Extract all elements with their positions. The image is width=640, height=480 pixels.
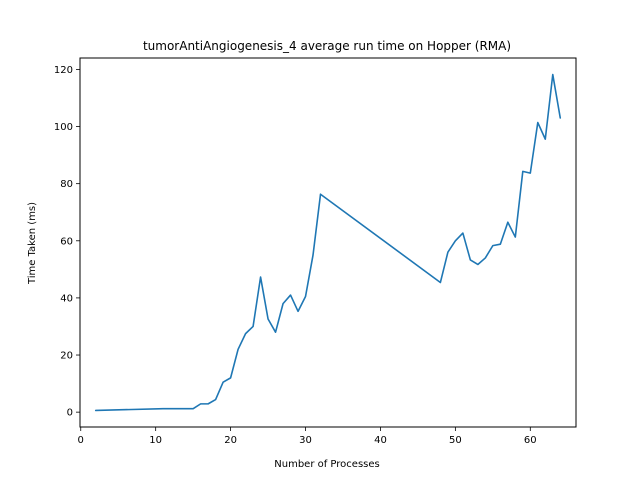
series-line xyxy=(94,73,562,412)
chart-title: tumorAntiAngiogenesis_4 average run time… xyxy=(143,39,511,53)
y-tick-label: 120 xyxy=(54,65,73,76)
y-axis: 0 20 40 60 80 100 120 xyxy=(54,65,80,419)
x-tick-label: 20 xyxy=(224,435,237,446)
x-tick-label: 50 xyxy=(449,435,462,446)
x-tick-label: 60 xyxy=(524,435,537,446)
x-tick-label: 30 xyxy=(299,435,312,446)
y-axis-label: Time Taken (ms) xyxy=(27,202,38,285)
y-tick-label: 80 xyxy=(60,179,73,190)
x-tick-label: 0 xyxy=(78,435,84,446)
y-tick-label: 100 xyxy=(54,122,73,133)
x-axis-label: Number of Processes xyxy=(274,459,379,470)
y-tick-label: 0 xyxy=(67,408,73,419)
x-axis: 0 10 20 30 40 50 60 xyxy=(78,427,537,446)
y-tick-label: 40 xyxy=(60,293,73,304)
x-tick-label: 40 xyxy=(374,435,387,446)
x-tick-label: 10 xyxy=(149,435,162,446)
y-tick-label: 60 xyxy=(60,236,73,247)
axes-frame xyxy=(79,57,577,428)
y-tick-label: 20 xyxy=(60,351,73,362)
plot-area xyxy=(94,73,562,412)
